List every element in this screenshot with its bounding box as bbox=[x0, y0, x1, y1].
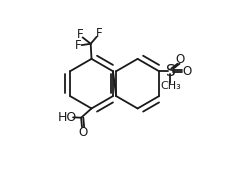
Text: HO: HO bbox=[58, 111, 77, 124]
Text: CH₃: CH₃ bbox=[160, 81, 181, 91]
Text: F: F bbox=[75, 39, 82, 52]
Text: O: O bbox=[175, 53, 185, 66]
Text: O: O bbox=[182, 65, 191, 78]
Text: S: S bbox=[166, 64, 175, 79]
Text: F: F bbox=[77, 28, 84, 41]
Text: F: F bbox=[95, 27, 102, 40]
Text: O: O bbox=[78, 126, 88, 139]
